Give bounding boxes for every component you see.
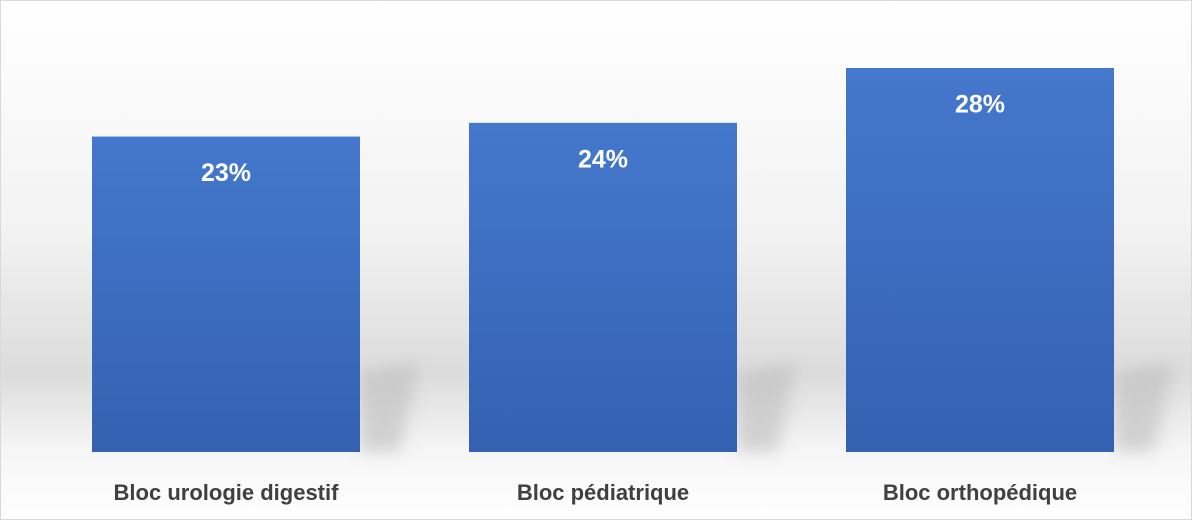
- bar-shadow: [737, 362, 797, 452]
- x-tick-label: Bloc urologie digestif: [114, 480, 340, 505]
- x-tick-label: Bloc orthopédique: [883, 480, 1077, 505]
- data-label: 24%: [578, 145, 628, 173]
- bar: [92, 136, 360, 453]
- bar-shadow: [1114, 362, 1174, 452]
- x-tick-label: Bloc pédiatrique: [517, 480, 689, 505]
- bar: [469, 122, 737, 452]
- data-label: 28%: [955, 91, 1005, 119]
- bar: [846, 68, 1114, 452]
- bar-shadow: [360, 362, 420, 452]
- data-label: 23%: [201, 159, 251, 187]
